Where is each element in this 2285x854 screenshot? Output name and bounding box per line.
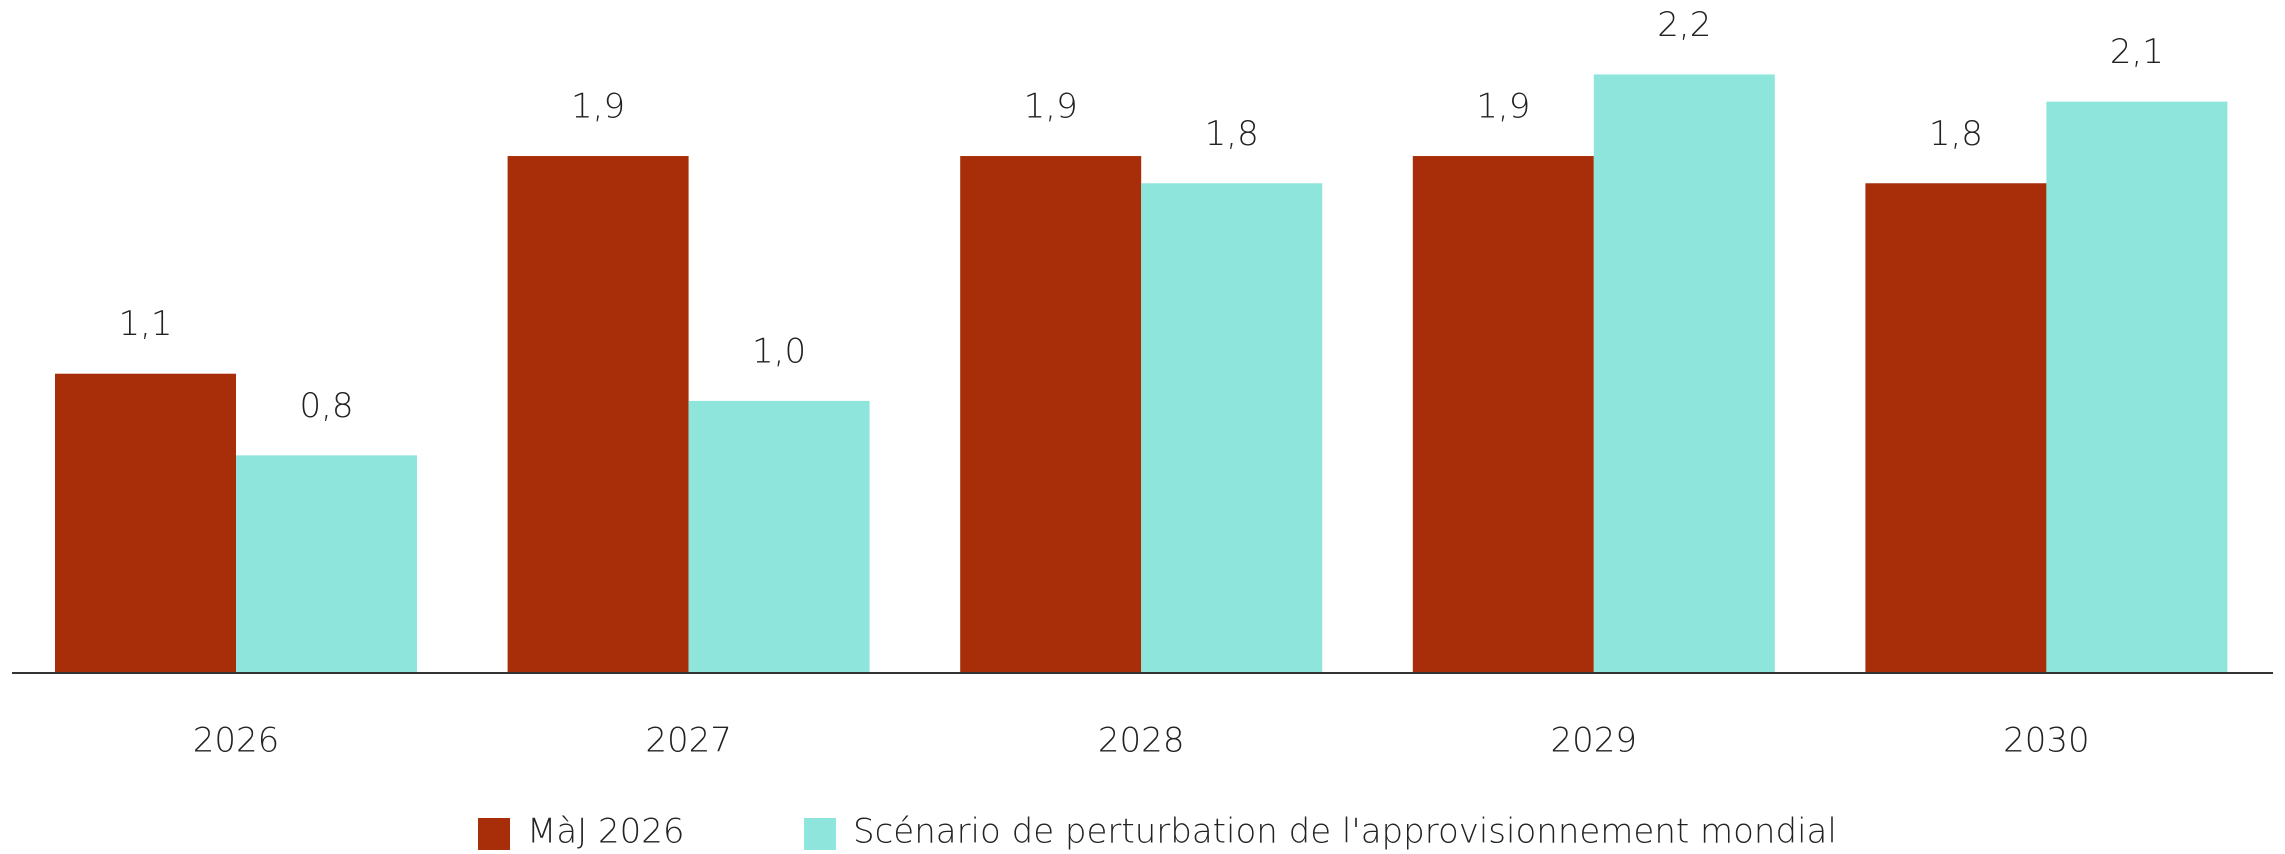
bar	[960, 156, 1142, 673]
value-label: 0,8	[299, 386, 353, 426]
bar	[55, 373, 236, 673]
bar	[1141, 183, 1323, 673]
bar	[688, 400, 870, 673]
bar	[507, 156, 689, 673]
bar	[236, 455, 417, 673]
value-label: 1,9	[571, 87, 625, 127]
legend-label: Scénario de perturbation de l'approvisio…	[853, 812, 1837, 852]
value-label: 1,8	[1205, 114, 1259, 154]
x-tick-label: 2030	[2003, 721, 2090, 761]
legend-swatch	[478, 818, 510, 850]
bar	[1865, 183, 2047, 673]
legend-swatch	[804, 818, 836, 850]
x-tick-label: 2026	[193, 721, 280, 761]
bar	[1593, 74, 1775, 673]
value-label: 2,1	[2110, 32, 2164, 72]
legend-label: MàJ 2026	[527, 812, 685, 852]
value-label: 1,0	[752, 331, 806, 371]
bar	[2046, 101, 2228, 673]
value-label: 1,9	[1476, 87, 1530, 127]
value-label: 1,9	[1024, 87, 1078, 127]
value-label: 1,8	[1929, 114, 1983, 154]
value-label: 2,2	[1657, 5, 1711, 45]
x-tick-label: 2028	[1098, 721, 1185, 761]
bar	[1412, 156, 1594, 673]
x-tick-label: 2029	[1551, 721, 1638, 761]
x-tick-label: 2027	[645, 721, 732, 761]
value-label: 1,1	[118, 304, 172, 344]
